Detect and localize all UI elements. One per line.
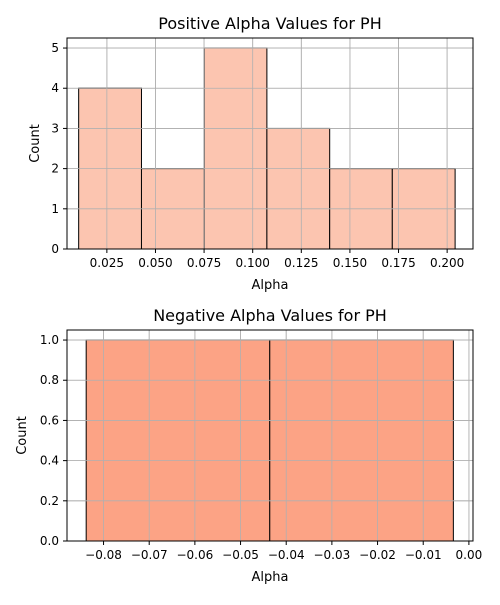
x-tick-label: −0.03: [313, 548, 350, 562]
x-tick-label: −0.08: [85, 548, 122, 562]
bottom-x-ticks: −0.08 −0.07 −0.06 −0.05 −0.04 −0.03 −0.02 −0.01…: [85, 541, 482, 562]
y-tick-label: 0: [51, 242, 59, 256]
histogram-bar: [85, 339, 271, 542]
x-tick-label: −0.04: [268, 548, 305, 562]
x-tick-label: 0.100: [236, 256, 270, 270]
top-chart: 0.025 0.050 0.075 0.100 0.125 0.150 0.175 0.200…: [28, 14, 474, 293]
y-tick-label: 5: [51, 41, 59, 55]
bottom-chart-title: Negative Alpha Values for PH: [153, 306, 387, 325]
top-x-ticks: 0.025 0.050 0.075 0.100 0.125 0.150 0.175 0.200: [90, 249, 464, 270]
histogram-bar: [203, 47, 268, 250]
top-chart-title: Positive Alpha Values for PH: [158, 14, 381, 33]
top-y-axis-label: Count: [28, 124, 43, 163]
top-x-axis-label: Alpha: [252, 278, 289, 293]
histogram-bar: [266, 127, 331, 250]
x-tick-label: 0.200: [430, 256, 464, 270]
x-tick-label: −0.02: [359, 548, 396, 562]
bottom-x-axis-label: Alpha: [252, 570, 289, 585]
y-tick-label: 0.2: [40, 494, 59, 508]
x-tick-label: 0.125: [284, 256, 318, 270]
top-axes-frame: [66, 37, 474, 250]
bottom-y-axis-label: Count: [15, 416, 30, 455]
bottom-y-ticks: 0.0 0.2 0.4 0.6 0.8 1.0: [40, 333, 67, 548]
y-tick-label: 1: [51, 202, 59, 216]
top-grid-overlay: [67, 38, 473, 250]
histogram-bar: [269, 339, 454, 542]
y-tick-label: 1.0: [40, 333, 59, 347]
bottom-chart: −0.08 −0.07 −0.06 −0.05 −0.04 −0.03 −0.02 −0.01…: [15, 306, 482, 585]
x-tick-label: −0.06: [176, 548, 213, 562]
y-tick-label: 0.0: [40, 534, 59, 548]
x-tick-label: 0.050: [138, 256, 172, 270]
x-tick-label: 0.025: [90, 256, 124, 270]
bottom-axes-frame: [66, 329, 474, 542]
y-tick-label: 0.6: [40, 413, 59, 427]
y-tick-label: 0.4: [40, 454, 59, 468]
x-tick-label: 0.150: [333, 256, 367, 270]
x-tick-label: −0.07: [131, 548, 168, 562]
x-tick-label: −0.01: [405, 548, 442, 562]
y-tick-label: 0.8: [40, 373, 59, 387]
top-y-ticks: 0 1 2 3 4 5: [51, 41, 67, 256]
x-tick-label: 0.175: [381, 256, 415, 270]
y-tick-label: 2: [51, 162, 59, 176]
bottom-bars: [85, 339, 454, 542]
y-tick-label: 3: [51, 121, 59, 135]
x-tick-label: 0.075: [187, 256, 221, 270]
y-tick-label: 4: [51, 81, 59, 95]
x-tick-label: −0.05: [222, 548, 259, 562]
x-tick-label: 0.00: [456, 548, 483, 562]
